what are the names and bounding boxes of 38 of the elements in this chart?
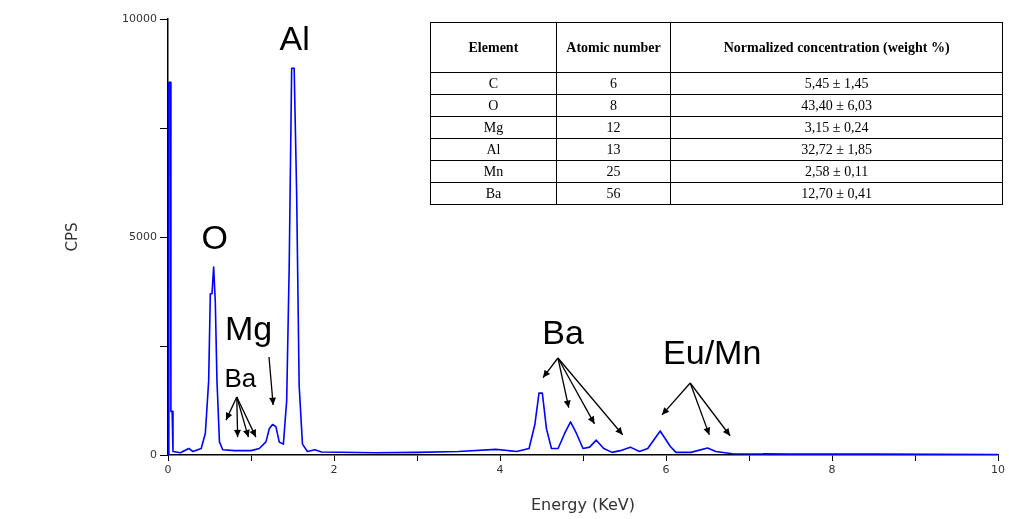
annotation: 8 [556,94,671,117]
y-tick-label: 0 [150,447,157,461]
annotation: 25 [556,160,671,183]
annotation: Ba [224,362,257,393]
annotation: O [430,94,557,117]
x-tick-label: 2 [330,463,338,477]
annotation: 12,70 ± 0,41 [670,182,1003,205]
annotation: Mn [430,160,557,183]
annotation: 43,40 ± 6,03 [670,94,1003,117]
annotation: Al [430,138,557,161]
x-axis-title: Energy (KeV) [530,494,636,514]
annotation: 12 [556,116,671,139]
annotation: 6 [556,72,671,95]
annotation: 3,15 ± 0,24 [670,116,1003,139]
annotation: C [430,72,557,95]
annotation: 32,72 ± 1,85 [670,138,1003,161]
annotation: O [201,218,228,257]
annotation: 5,45 ± 1,45 [670,72,1003,95]
y-tick-label: 10000 [122,11,157,25]
annotation: 2,58 ± 0,11 [670,160,1003,183]
x-tick-label: 8 [828,463,836,477]
annotation: 13 [556,138,671,161]
annotation: Mg [430,116,557,139]
annotation: Al [279,18,310,57]
x-tick-label: 10 [991,463,1005,477]
annotation: Mg [224,308,273,347]
annotation: Ba [542,313,584,352]
annotation: Normalized concentration (weight %) [670,22,1003,73]
annotation: Element [430,22,557,73]
y-tick-label: 5000 [129,229,157,243]
x-tick-label: 4 [496,463,504,477]
annotation: 56 [556,182,671,205]
annotation: Eu/Mn [663,333,762,372]
x-tick-label: 0 [164,463,172,477]
x-tick-label: 6 [662,463,670,477]
annotation: Atomic number [556,22,671,73]
y-axis-title: CPS [62,222,81,252]
annotation: Ba [430,182,557,205]
